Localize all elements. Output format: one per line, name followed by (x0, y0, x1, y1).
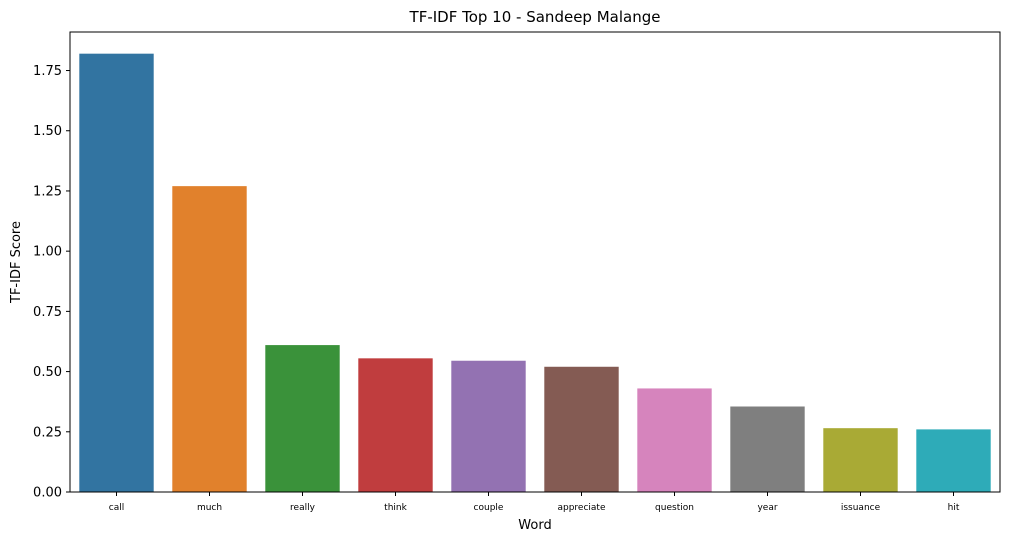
y-tick-label: 0.75 (33, 305, 62, 320)
x-tick-label: think (384, 503, 407, 513)
bars-group (79, 53, 991, 493)
y-tick-label: 0.00 (33, 486, 62, 501)
bar-appreciate (544, 366, 619, 492)
x-axis-label: Word (518, 518, 551, 533)
x-tick-label: call (109, 503, 124, 513)
x-tick-label: much (197, 503, 222, 513)
y-tick-label: 0.25 (33, 425, 62, 440)
bar-couple (451, 360, 526, 492)
bar-much (172, 186, 247, 493)
plot-frame (69, 31, 1001, 493)
y-tick-label: 1.50 (33, 124, 62, 139)
x-tick-label: couple (474, 503, 504, 513)
bar-think (358, 358, 433, 492)
bar-year (730, 406, 805, 492)
y-tick-label: 1.00 (33, 245, 62, 260)
bar-issuance (823, 428, 898, 492)
y-axis-label: TF-IDF Score (9, 221, 24, 304)
x-tick-label: really (290, 503, 316, 513)
x-tick-label: issuance (841, 503, 881, 513)
y-tick-label: 1.75 (33, 64, 62, 79)
x-tick-label: hit (948, 503, 960, 513)
y-tick-label: 1.25 (33, 184, 62, 199)
x-tick-label: appreciate (557, 503, 605, 513)
chart-title: TF-IDF Top 10 - Sandeep Malange (409, 8, 661, 26)
x-tick-label: year (757, 503, 777, 513)
bar-call (79, 53, 154, 493)
y-tick-label: 0.50 (33, 365, 62, 380)
bar-question (637, 388, 712, 492)
x-axis: call much really think couple appreciate quest… (109, 492, 960, 513)
y-axis: 0.00 0.25 0.50 0.75 1.00 1.25 1.50 1.75 (33, 64, 70, 501)
bar-really (265, 345, 340, 492)
x-tick-label: question (655, 503, 694, 513)
bar-hit (916, 429, 991, 492)
